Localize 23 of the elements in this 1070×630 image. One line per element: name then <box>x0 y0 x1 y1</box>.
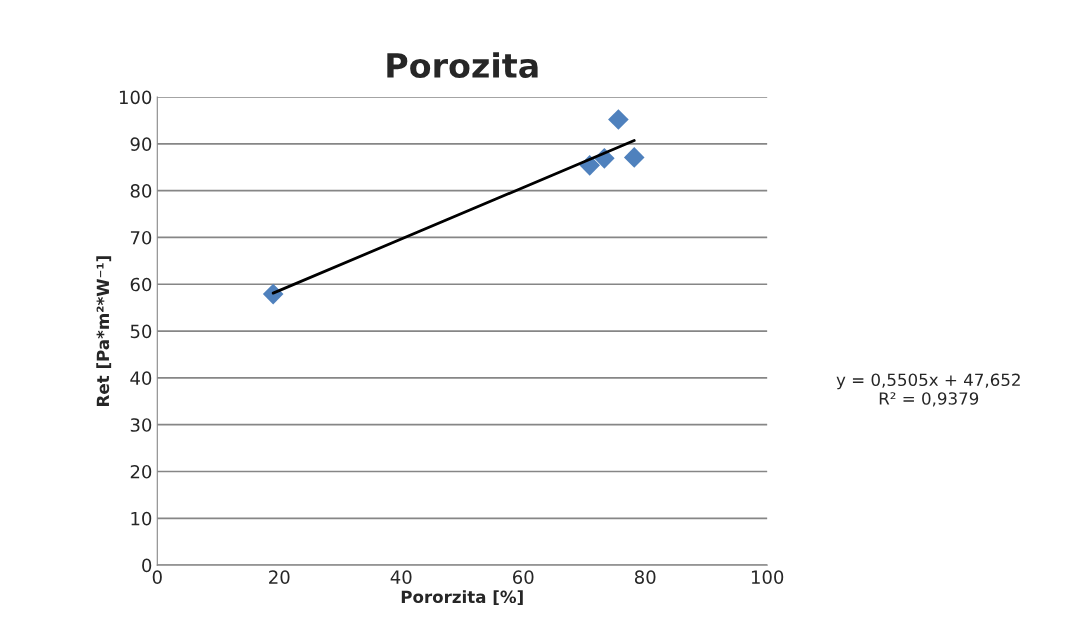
y-tick-label: 60 <box>130 277 152 292</box>
point <box>623 147 645 168</box>
x-tick-label: 80 <box>634 570 656 584</box>
y-tick-label: 40 <box>130 371 152 385</box>
chart-title: Porozita <box>387 52 538 79</box>
x-tick-label: 100 <box>751 570 784 584</box>
y-tick-label: 20 <box>130 464 152 479</box>
text: y = 0,5505x + 47,652 R² = 0,9379 <box>836 373 1020 407</box>
y-tick-label: 50 <box>130 324 152 339</box>
x-tick-label: 0 <box>152 570 162 584</box>
y-tick-label: 80 <box>130 184 152 198</box>
y-tick-label: 100 <box>119 90 152 105</box>
x-tick-label: 40 <box>390 570 412 584</box>
y-axis-title: Ret [Pa*m²*W⁻¹] <box>96 256 112 406</box>
y-tick-label: 70 <box>130 230 152 245</box>
x-tick-label: 60 <box>513 570 534 584</box>
x-axis-title: Pororzita [%] <box>401 590 523 606</box>
y-tick-label: 90 <box>130 137 152 151</box>
x-tick-label: 20 <box>269 570 290 584</box>
y-tick-label: 10 <box>131 511 152 526</box>
point <box>608 109 629 130</box>
y-tick-label: 30 <box>130 418 152 432</box>
y-tick-label: 0 <box>142 558 152 573</box>
